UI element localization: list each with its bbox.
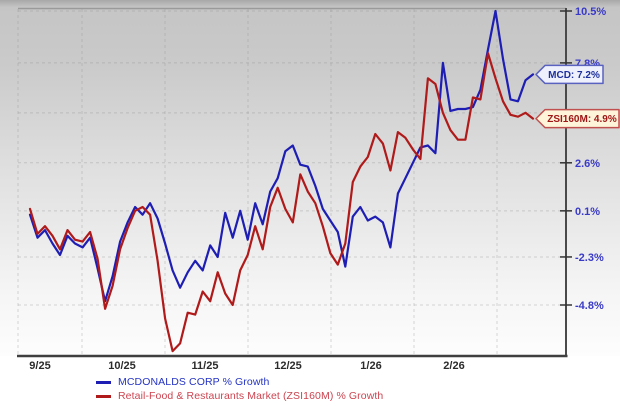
y-axis-ticks: 10.5%7.8%5.2%2.6%0.1%-2.3%-4.8%	[560, 6, 606, 312]
x-tick-label: 1/26	[360, 360, 381, 372]
x-axis-labels: 9/25 10/25 11/25 12/25 1/26 2/26	[29, 360, 464, 372]
mcd-callout	[535, 64, 604, 85]
legend-item-zsi160m: Retail-Food & Restaurants Market (ZSI160…	[96, 389, 383, 403]
y-tick-label: 2.6%	[575, 158, 600, 170]
legend-label-mcd: MCDONALDS CORP % Growth	[118, 376, 270, 388]
gridlines	[17, 9, 566, 356]
x-tick-label: 2/26	[443, 360, 464, 372]
series-callouts: MCD: 7.2% ZSI160M: 4.9%	[535, 64, 620, 129]
x-tick-label: 12/25	[274, 360, 302, 372]
zsi160m-callout-label: ZSI160M: 4.9%	[547, 114, 617, 125]
legend-label-zsi160m: Retail-Food & Restaurants Market (ZSI160…	[118, 390, 384, 402]
series-lines	[28, 9, 535, 353]
y-tick-label: 10.5%	[575, 6, 606, 18]
zsi160m-line	[28, 52, 535, 353]
y-tick-label: -4.8%	[575, 300, 604, 312]
x-tick-label: 11/25	[192, 360, 219, 372]
mcd-callout-label: MCD: 7.2%	[548, 70, 600, 81]
zsi160m-line-swatch	[96, 394, 111, 398]
zsi160m-callout	[535, 108, 620, 129]
legend-item-mcd: MCDONALDS CORP % Growth	[96, 375, 383, 389]
y-tick-label: 0.1%	[575, 206, 600, 218]
mcd-line	[28, 9, 535, 303]
plot-background	[0, 0, 620, 356]
mcd-line-swatch	[96, 380, 111, 384]
y-tick-label: -2.3%	[575, 252, 604, 264]
x-tick-label: 10/25	[108, 360, 136, 372]
x-tick-label: 9/25	[29, 360, 50, 372]
chart-legend: MCDONALDS CORP % Growth Retail-Food & Re…	[96, 375, 383, 403]
